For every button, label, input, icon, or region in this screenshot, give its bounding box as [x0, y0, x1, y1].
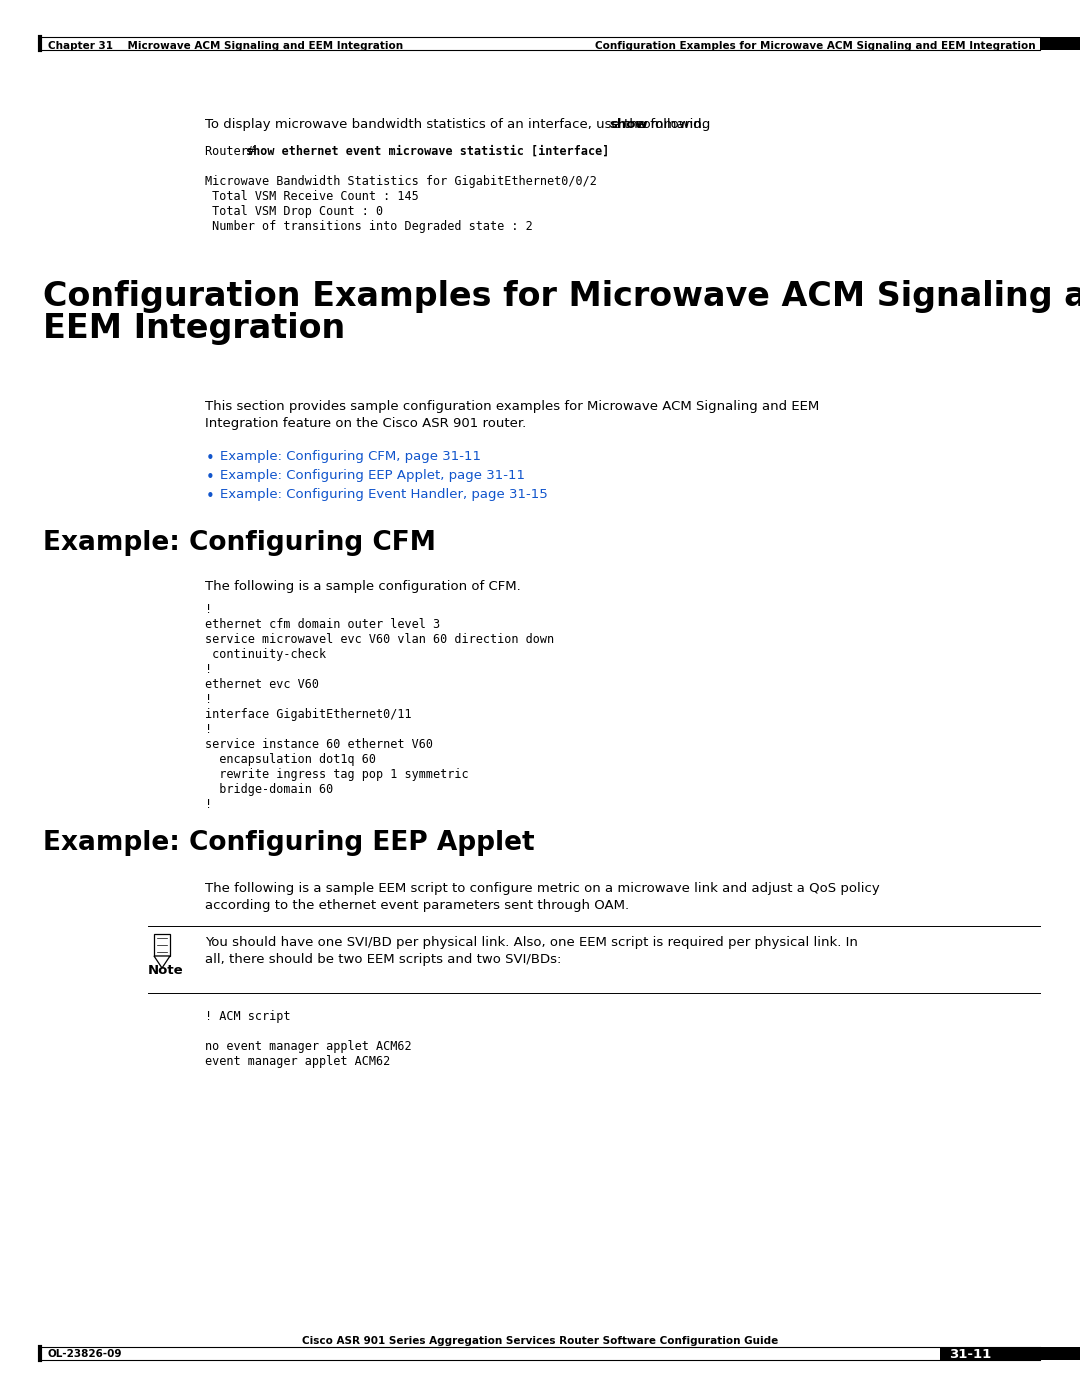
Polygon shape — [154, 935, 170, 956]
Text: Example: Configuring Event Handler, page 31-15: Example: Configuring Event Handler, page… — [220, 488, 548, 502]
Text: 31-11: 31-11 — [949, 1348, 991, 1361]
Text: The following is a sample configuration of CFM.: The following is a sample configuration … — [205, 580, 521, 592]
Text: show: show — [609, 117, 648, 131]
Text: Note: Note — [148, 964, 184, 977]
Text: no event manager applet ACM62: no event manager applet ACM62 — [205, 1039, 411, 1053]
Text: The following is a sample EEM script to configure metric on a microwave link and: The following is a sample EEM script to … — [205, 882, 880, 895]
Text: service instance 60 ethernet V60: service instance 60 ethernet V60 — [205, 738, 433, 752]
Text: Configuration Examples for Microwave ACM Signaling and EEM Integration: Configuration Examples for Microwave ACM… — [595, 41, 1036, 52]
Text: ethernet cfm domain outer level 3: ethernet cfm domain outer level 3 — [205, 617, 441, 631]
Text: !: ! — [205, 604, 212, 616]
Text: Chapter 31    Microwave ACM Signaling and EEM Integration: Chapter 31 Microwave ACM Signaling and E… — [48, 41, 403, 52]
Bar — [940, 1347, 1080, 1361]
Text: !: ! — [205, 724, 212, 736]
Text: all, there should be two EEM scripts and two SVI/BDs:: all, there should be two EEM scripts and… — [205, 953, 562, 965]
Text: ! ACM script: ! ACM script — [205, 1010, 291, 1023]
Text: To display microwave bandwidth statistics of an interface, use the following: To display microwave bandwidth statistic… — [205, 117, 715, 131]
Text: Example: Configuring CFM, page 31-11: Example: Configuring CFM, page 31-11 — [220, 450, 481, 462]
Text: Example: Configuring EEP Applet, page 31-11: Example: Configuring EEP Applet, page 31… — [220, 469, 525, 482]
Text: show ethernet event microwave statistic [interface]: show ethernet event microwave statistic … — [246, 145, 609, 158]
Text: Integration feature on the Cisco ASR 901 router.: Integration feature on the Cisco ASR 901… — [205, 416, 526, 430]
Text: command.: command. — [632, 117, 706, 131]
Text: service microwavel evc V60 vlan 60 direction down: service microwavel evc V60 vlan 60 direc… — [205, 633, 554, 645]
Polygon shape — [154, 956, 170, 968]
Text: according to the ethernet event parameters sent through OAM.: according to the ethernet event paramete… — [205, 900, 630, 912]
Bar — [1040, 36, 1080, 50]
Text: continuity-check: continuity-check — [205, 648, 326, 661]
Text: !: ! — [205, 693, 212, 705]
Text: •: • — [206, 451, 215, 467]
Text: Total VSM Drop Count : 0: Total VSM Drop Count : 0 — [205, 205, 383, 218]
Text: !: ! — [205, 664, 212, 676]
Text: Microwave Bandwidth Statistics for GigabitEthernet0/0/2: Microwave Bandwidth Statistics for Gigab… — [205, 175, 597, 189]
Text: Router#: Router# — [205, 145, 262, 158]
Text: Example: Configuring CFM: Example: Configuring CFM — [43, 529, 436, 556]
Text: interface GigabitEthernet0/11: interface GigabitEthernet0/11 — [205, 708, 411, 721]
Text: bridge-domain 60: bridge-domain 60 — [205, 782, 334, 796]
Text: Cisco ASR 901 Series Aggregation Services Router Software Configuration Guide: Cisco ASR 901 Series Aggregation Service… — [302, 1336, 778, 1345]
Text: rewrite ingress tag pop 1 symmetric: rewrite ingress tag pop 1 symmetric — [205, 768, 469, 781]
Text: •: • — [206, 469, 215, 485]
Text: You should have one SVI/BD per physical link. Also, one EEM script is required p: You should have one SVI/BD per physical … — [205, 936, 858, 949]
Text: Total VSM Receive Count : 145: Total VSM Receive Count : 145 — [205, 190, 419, 203]
Text: Configuration Examples for Microwave ACM Signaling and: Configuration Examples for Microwave ACM… — [43, 279, 1080, 313]
Text: event manager applet ACM62: event manager applet ACM62 — [205, 1055, 390, 1067]
Text: !: ! — [205, 798, 212, 812]
Text: encapsulation dot1q 60: encapsulation dot1q 60 — [205, 753, 376, 766]
Text: Number of transitions into Degraded state : 2: Number of transitions into Degraded stat… — [205, 219, 532, 233]
Text: OL-23826-09: OL-23826-09 — [48, 1350, 122, 1359]
Text: EEM Integration: EEM Integration — [43, 313, 346, 345]
Text: This section provides sample configuration examples for Microwave ACM Signaling : This section provides sample configurati… — [205, 400, 820, 414]
Text: Example: Configuring EEP Applet: Example: Configuring EEP Applet — [43, 830, 535, 856]
Text: ethernet evc V60: ethernet evc V60 — [205, 678, 319, 692]
Text: •: • — [206, 489, 215, 504]
